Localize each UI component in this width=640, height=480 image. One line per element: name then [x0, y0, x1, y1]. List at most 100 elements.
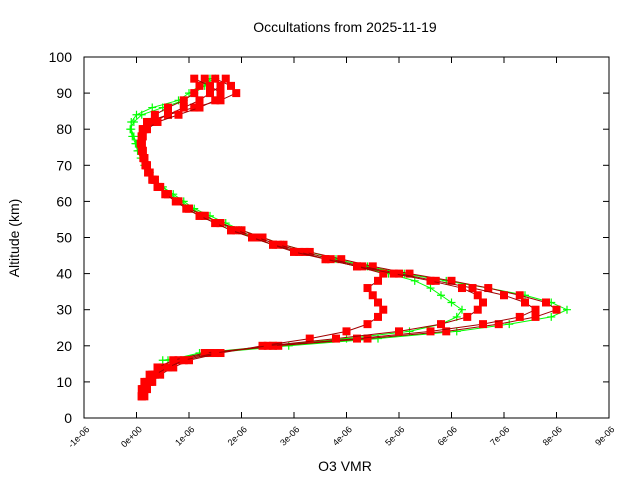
data-point-square — [179, 96, 188, 105]
profile-line — [141, 78, 537, 397]
data-point-plus — [126, 125, 135, 134]
data-point-plus — [447, 298, 456, 307]
data-point-plus — [547, 312, 556, 321]
data-point-square — [150, 110, 159, 119]
y-tick-label: 100 — [49, 49, 73, 65]
data-point-square — [258, 233, 267, 242]
data-point-square — [473, 305, 482, 314]
x-tick-label: 9e-06 — [593, 424, 616, 447]
data-point-square — [138, 132, 147, 141]
data-point-square — [295, 247, 304, 256]
data-point-square — [531, 305, 540, 314]
data-point-square — [211, 74, 220, 83]
data-point-square — [174, 356, 183, 365]
data-point-square — [332, 334, 340, 343]
profile-line — [129, 78, 463, 361]
data-point-square — [363, 334, 372, 343]
data-point-plus — [458, 305, 466, 314]
data-point-square — [190, 103, 199, 112]
data-point-square — [479, 298, 487, 307]
data-point-square — [473, 291, 482, 300]
data-point-square — [290, 247, 298, 256]
data-layer — [126, 74, 571, 401]
data-point-square — [389, 269, 398, 278]
data-point-square — [195, 81, 204, 90]
y-tick-label: 50 — [56, 230, 72, 246]
data-point-square — [200, 211, 209, 220]
y-tick-label: 70 — [56, 157, 72, 173]
x-tick-label: 6e-06 — [436, 424, 459, 447]
data-point-square — [140, 385, 149, 394]
data-point-square — [145, 377, 154, 386]
data-point-square — [395, 327, 403, 336]
data-point-square — [182, 204, 191, 213]
data-point-plus — [563, 305, 571, 314]
data-point-plus — [128, 132, 137, 141]
data-point-square — [200, 74, 209, 83]
data-point-square — [139, 154, 148, 163]
data-point-plus — [374, 334, 382, 343]
data-point-square — [463, 312, 472, 321]
data-point-square — [368, 291, 377, 300]
data-point-square — [379, 305, 388, 314]
data-point-square — [195, 211, 204, 220]
data-point-square — [195, 103, 204, 112]
data-point-plus — [505, 320, 514, 329]
data-point-square — [227, 81, 235, 90]
y-tick-label: 30 — [56, 302, 72, 318]
data-point-square — [305, 334, 314, 343]
data-point-square — [531, 312, 540, 321]
data-point-square — [195, 96, 204, 105]
x-tick-label: 1e-06 — [173, 424, 196, 447]
data-point-square — [227, 226, 235, 235]
data-point-square — [148, 117, 157, 126]
data-point-square — [237, 226, 246, 235]
data-point-square — [206, 349, 214, 358]
data-point-plus — [129, 117, 138, 126]
data-point-plus — [452, 327, 461, 336]
x-tick-label: -1e-06 — [66, 424, 91, 449]
data-point-square — [279, 240, 288, 249]
data-point-plus — [437, 291, 445, 300]
data-point-square — [484, 284, 493, 293]
data-point-square — [521, 298, 529, 307]
data-point-square — [363, 284, 372, 293]
data-point-square — [479, 320, 487, 329]
y-tick-label: 0 — [64, 410, 72, 426]
y-tick-label: 10 — [56, 374, 72, 390]
x-tick-label: 5e-06 — [383, 424, 406, 447]
data-point-square — [185, 356, 193, 365]
data-point-square — [258, 341, 267, 350]
data-point-square — [179, 103, 188, 112]
data-point-square — [353, 262, 361, 271]
data-point-square — [494, 320, 503, 329]
data-point-square — [137, 139, 146, 148]
data-point-square — [458, 284, 466, 293]
data-point-square — [426, 327, 435, 336]
data-point-square — [206, 89, 214, 98]
data-point-plus — [426, 284, 435, 293]
x-axis-label: O3 VMR — [318, 458, 372, 474]
data-point-square — [374, 312, 382, 321]
data-point-square — [137, 392, 146, 401]
x-tick-label: 7e-06 — [488, 424, 511, 447]
profile-line — [141, 78, 484, 397]
data-point-square — [145, 370, 154, 379]
data-point-square — [431, 276, 440, 285]
data-point-square — [368, 262, 377, 271]
data-point-square — [206, 81, 214, 90]
x-tick-label: 2e-06 — [226, 424, 249, 447]
data-point-square — [164, 363, 172, 372]
data-point-square — [374, 276, 382, 285]
data-point-square — [174, 110, 183, 119]
data-point-square — [248, 233, 256, 242]
data-point-square — [221, 74, 230, 83]
x-tick-label: 0e+00 — [119, 424, 144, 449]
data-point-square — [211, 349, 220, 358]
data-point-square — [143, 125, 151, 134]
data-point-square — [395, 269, 403, 278]
data-point-square — [253, 233, 262, 242]
data-point-square — [447, 276, 456, 285]
data-point-square — [145, 168, 154, 177]
data-point-square — [232, 89, 241, 98]
